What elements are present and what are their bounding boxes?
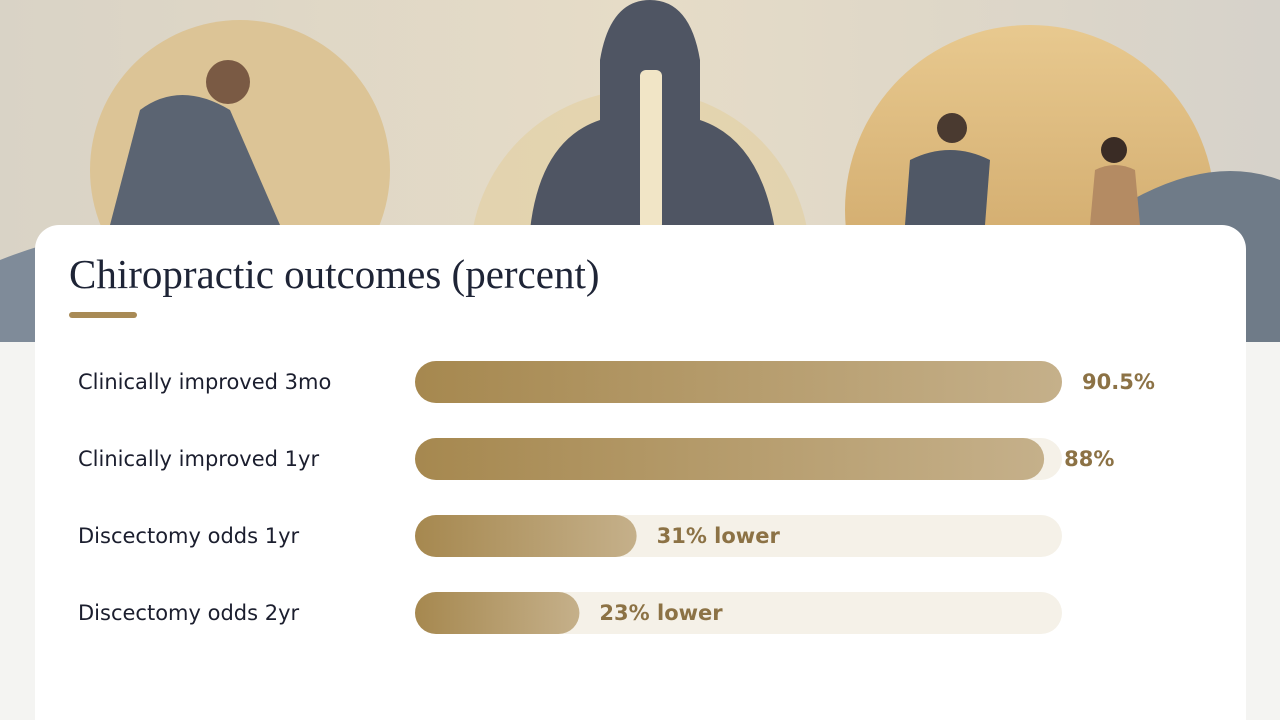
value-label: 88%	[1064, 447, 1114, 471]
category-label: Discectomy odds 2yr	[78, 601, 300, 625]
banner-figure	[905, 150, 990, 225]
bar-track	[415, 592, 1062, 634]
value-label: 23% lower	[599, 601, 723, 625]
banner-figure	[937, 113, 967, 143]
banner-figure	[110, 95, 280, 225]
bar	[415, 515, 637, 557]
bar	[415, 438, 1045, 480]
banner-spine	[640, 70, 662, 230]
category-label: Clinically improved 3mo	[78, 370, 331, 394]
banner-figure	[206, 60, 250, 104]
plot: Clinically improved 3mo 90.5% Clinically i…	[78, 361, 1155, 634]
banner-figure	[1090, 165, 1140, 225]
title-underline	[69, 312, 137, 318]
bar	[415, 592, 580, 634]
value-label: 90.5%	[1082, 370, 1155, 394]
bar	[415, 361, 1062, 403]
chart-title: Chiropractic outcomes (percent)	[69, 251, 600, 297]
value-label: 31% lower	[657, 524, 781, 548]
category-label: Discectomy odds 1yr	[78, 524, 300, 548]
banner-figure	[1101, 137, 1127, 163]
category-label: Clinically improved 1yr	[78, 447, 319, 471]
